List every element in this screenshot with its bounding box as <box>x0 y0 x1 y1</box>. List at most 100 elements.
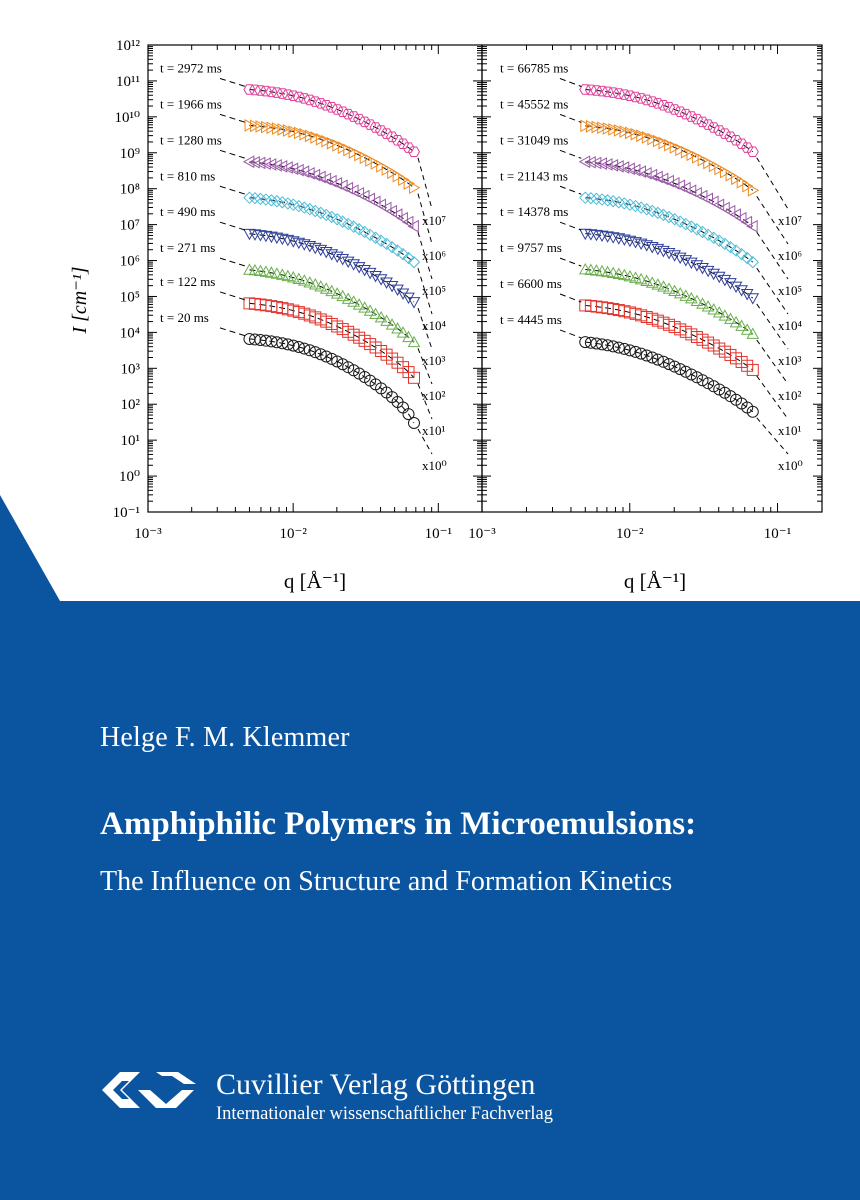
data-point <box>391 208 403 221</box>
label-leader-line <box>219 327 246 337</box>
data-point <box>746 219 758 233</box>
data-point <box>679 365 692 378</box>
data-point <box>735 247 748 261</box>
scale-factor-label: x10⁵ <box>422 283 446 298</box>
label-leader-line <box>219 113 246 123</box>
time-label: t = 1280 ms <box>160 132 222 147</box>
time-label: t = 66785 ms <box>500 60 568 75</box>
data-point <box>623 90 637 102</box>
data-point <box>402 142 415 153</box>
y-tick-label: 10⁸ <box>120 182 140 198</box>
data-point <box>601 194 614 207</box>
data-point <box>243 191 256 204</box>
scale-factor-label: x10⁰ <box>422 458 447 473</box>
data-point <box>407 219 419 233</box>
data-point <box>701 300 715 312</box>
series-triangle-left: t = 31049 ms x10⁵ <box>500 132 802 298</box>
data-point <box>729 281 743 294</box>
author-name: Helge F. M. Klemmer <box>100 722 350 753</box>
data-point <box>308 278 322 290</box>
label-leader-line <box>219 221 246 231</box>
factor-leader-line <box>756 157 789 210</box>
fit-line <box>585 197 754 263</box>
data-point <box>584 192 598 205</box>
data-point <box>712 306 726 318</box>
data-point <box>707 122 720 133</box>
data-point <box>342 108 355 120</box>
data-point <box>297 274 311 286</box>
data-point <box>707 195 719 209</box>
fit-line <box>249 124 415 189</box>
fit-line <box>249 302 415 379</box>
data-point <box>718 237 732 251</box>
fit-line <box>585 88 754 153</box>
data-point <box>253 156 266 170</box>
data-point <box>303 241 317 253</box>
data-point <box>347 295 361 307</box>
data-point <box>701 192 714 206</box>
y-tick-label: 10⁶ <box>120 254 140 270</box>
data-point <box>602 122 615 135</box>
data-point <box>708 159 721 173</box>
data-point <box>746 293 760 305</box>
data-point <box>396 138 410 150</box>
data-point <box>707 231 720 244</box>
data-point <box>641 131 654 144</box>
data-point <box>369 307 382 320</box>
plot-frame <box>481 44 823 513</box>
data-point <box>297 165 310 179</box>
data-point <box>396 247 410 261</box>
data-point <box>657 355 670 368</box>
time-label: t = 490 ms <box>160 204 215 219</box>
data-point <box>376 160 388 173</box>
data-point <box>724 312 737 324</box>
data-point <box>385 318 399 330</box>
data-point <box>664 138 676 152</box>
factor-leader-line <box>756 417 789 455</box>
data-point <box>380 201 392 215</box>
data-point <box>685 291 698 304</box>
data-point <box>645 276 659 288</box>
data-point <box>635 347 648 360</box>
data-point <box>369 271 382 283</box>
y-tick-label: 10¹¹ <box>116 74 140 90</box>
scale-factor-label: x10³ <box>778 353 802 368</box>
data-point <box>618 197 631 210</box>
data-point <box>380 128 393 139</box>
time-label: t = 122 ms <box>160 274 215 289</box>
data-point <box>359 151 372 165</box>
fit-line <box>249 269 415 343</box>
x-axis-label-left: q [Å⁻¹] <box>284 569 346 593</box>
factor-leader-line <box>417 383 433 420</box>
label-leader-line <box>559 78 582 87</box>
data-point <box>337 141 350 154</box>
data-point <box>321 134 333 148</box>
data-point <box>297 239 311 251</box>
data-point <box>612 341 625 354</box>
data-point <box>702 377 715 390</box>
data-point <box>640 94 653 106</box>
data-point <box>617 161 630 174</box>
data-point <box>358 225 371 239</box>
data-point <box>298 93 311 104</box>
data-point <box>298 342 311 355</box>
x-tick-label: 10⁻² <box>279 526 307 542</box>
data-point <box>623 162 635 176</box>
time-label: t = 271 ms <box>160 240 215 255</box>
time-label: t = 2972 ms <box>160 60 222 75</box>
data-point <box>634 272 648 285</box>
data-point <box>336 289 350 302</box>
data-point <box>385 280 399 293</box>
data-point <box>729 134 743 146</box>
data-point <box>325 102 338 113</box>
scale-factor-label: x10⁰ <box>778 458 803 473</box>
data-point <box>331 355 344 368</box>
data-point <box>363 304 377 316</box>
data-point <box>712 271 726 284</box>
data-point <box>718 274 732 287</box>
data-point <box>304 129 317 143</box>
data-point <box>380 277 393 289</box>
data-point <box>276 196 289 209</box>
data-point <box>320 208 333 222</box>
data-point <box>325 284 339 297</box>
